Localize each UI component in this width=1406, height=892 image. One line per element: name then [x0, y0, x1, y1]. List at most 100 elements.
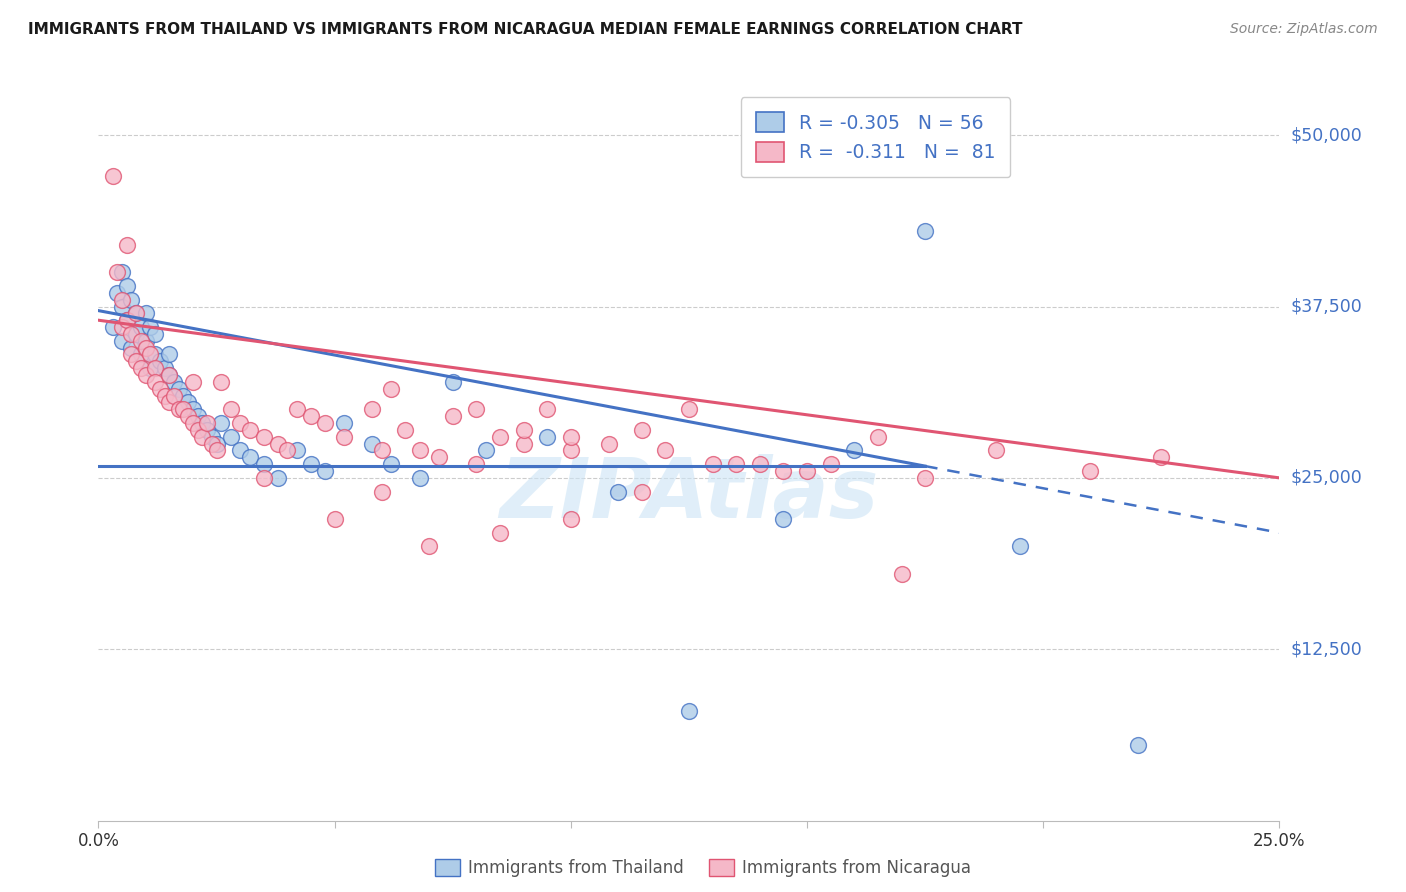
Point — [163, 375, 186, 389]
Point — [796, 464, 818, 478]
Point — [772, 464, 794, 478]
Point — [101, 320, 124, 334]
Point — [139, 320, 162, 334]
Point — [276, 443, 298, 458]
Point — [475, 443, 498, 458]
Point — [333, 430, 356, 444]
Point — [702, 457, 724, 471]
Point — [229, 443, 252, 458]
Point — [890, 566, 912, 581]
Point — [630, 484, 652, 499]
Point — [489, 430, 512, 444]
Point — [253, 471, 276, 485]
Point — [181, 416, 204, 430]
Point — [630, 423, 652, 437]
Point — [125, 306, 148, 320]
Point — [253, 457, 276, 471]
Point — [333, 416, 356, 430]
Point — [115, 237, 138, 252]
Point — [560, 512, 582, 526]
Point — [299, 457, 322, 471]
Point — [135, 334, 157, 348]
Text: $12,500: $12,500 — [1291, 640, 1362, 658]
Point — [172, 389, 194, 403]
Point — [371, 443, 394, 458]
Point — [125, 306, 148, 320]
Point — [536, 402, 558, 417]
Point — [125, 354, 148, 368]
Point — [314, 416, 336, 430]
Point — [408, 443, 430, 458]
Point — [149, 382, 172, 396]
Text: $50,000: $50,000 — [1291, 126, 1362, 145]
Legend: Immigrants from Thailand, Immigrants from Nicaragua: Immigrants from Thailand, Immigrants fro… — [427, 852, 979, 884]
Point — [678, 402, 700, 417]
Point — [654, 443, 676, 458]
Point — [209, 375, 232, 389]
Point — [267, 436, 290, 450]
Text: ZIPAtlas: ZIPAtlas — [499, 454, 879, 535]
Point — [844, 443, 866, 458]
Point — [191, 416, 214, 430]
Point — [101, 169, 124, 184]
Point — [105, 265, 128, 279]
Point — [394, 423, 416, 437]
Point — [129, 347, 152, 361]
Point — [115, 313, 138, 327]
Point — [725, 457, 748, 471]
Point — [1150, 450, 1173, 465]
Point — [157, 347, 180, 361]
Point — [229, 416, 252, 430]
Point — [111, 300, 134, 314]
Point — [177, 409, 200, 424]
Point — [299, 409, 322, 424]
Point — [866, 430, 889, 444]
Point — [914, 471, 936, 485]
Point — [1126, 738, 1149, 752]
Point — [115, 279, 138, 293]
Point — [1008, 540, 1031, 554]
Point — [314, 464, 336, 478]
Point — [191, 430, 214, 444]
Point — [239, 423, 262, 437]
Point — [607, 484, 630, 499]
Text: IMMIGRANTS FROM THAILAND VS IMMIGRANTS FROM NICARAGUA MEDIAN FEMALE EARNINGS COR: IMMIGRANTS FROM THAILAND VS IMMIGRANTS F… — [28, 22, 1022, 37]
Point — [253, 430, 276, 444]
Point — [125, 326, 148, 341]
Point — [187, 409, 209, 424]
Point — [111, 265, 134, 279]
Point — [512, 423, 534, 437]
Point — [465, 402, 488, 417]
Point — [135, 368, 157, 382]
Point — [772, 512, 794, 526]
Point — [143, 347, 166, 361]
Point — [135, 341, 157, 355]
Point — [285, 402, 308, 417]
Point — [512, 436, 534, 450]
Point — [418, 540, 440, 554]
Point — [408, 471, 430, 485]
Point — [361, 436, 384, 450]
Point — [149, 354, 172, 368]
Point — [748, 457, 770, 471]
Point — [1080, 464, 1102, 478]
Point — [181, 402, 204, 417]
Point — [121, 347, 143, 361]
Point — [153, 361, 176, 376]
Point — [121, 341, 143, 355]
Point — [111, 320, 134, 334]
Point — [121, 293, 143, 307]
Point — [167, 382, 190, 396]
Point — [139, 347, 162, 361]
Text: $25,000: $25,000 — [1291, 469, 1362, 487]
Point — [678, 704, 700, 718]
Point — [914, 224, 936, 238]
Point — [219, 430, 242, 444]
Point — [105, 285, 128, 300]
Point — [129, 361, 152, 376]
Point — [157, 395, 180, 409]
Point — [560, 443, 582, 458]
Point — [239, 450, 262, 465]
Point — [205, 443, 228, 458]
Point — [536, 430, 558, 444]
